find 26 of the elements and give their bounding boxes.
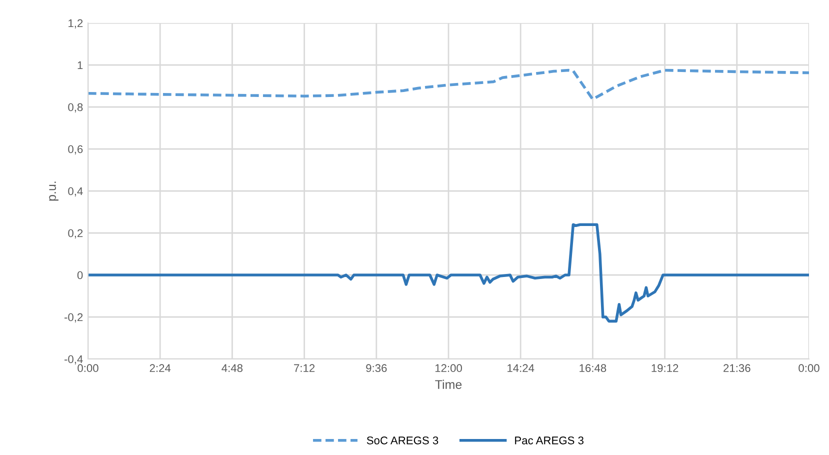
x-tick-label: 0:00 bbox=[798, 364, 820, 372]
y-tick-label: 0 bbox=[77, 271, 83, 280]
legend-label: SoC AREGS 3 bbox=[366, 436, 438, 444]
y-tick-label: 1 bbox=[78, 61, 83, 70]
x-tick-label: 0:00 bbox=[78, 364, 98, 372]
x-tick-label: 19:12 bbox=[652, 364, 678, 372]
x-tick-label: 16:48 bbox=[580, 364, 606, 372]
legend-label: Pac AREGS 3 bbox=[515, 436, 584, 444]
y-tick-label: -0,2 bbox=[64, 313, 83, 322]
y-tick-label: 1,2 bbox=[68, 19, 83, 28]
line-series bbox=[88, 68, 809, 101]
y-tick-label: 0,4 bbox=[68, 187, 83, 196]
y-tick-label: 0,6 bbox=[68, 145, 83, 154]
x-tick-label: 7:12 bbox=[294, 364, 315, 372]
x-axis-title: Time bbox=[435, 380, 462, 389]
y-tick-label: -0,4 bbox=[64, 355, 83, 364]
x-tick-label: 2:24 bbox=[150, 364, 171, 372]
y-tick-label: 0,2 bbox=[68, 229, 83, 238]
x-tick-label: 21:36 bbox=[724, 364, 750, 372]
x-tick-label: 9:36 bbox=[366, 364, 387, 372]
x-tick-label: 12:00 bbox=[435, 364, 462, 372]
y-axis-title: p.u. bbox=[49, 182, 58, 201]
y-tick-label: 0,8 bbox=[68, 103, 83, 112]
x-tick-label: 4:48 bbox=[222, 364, 243, 372]
x-tick-label: 14:24 bbox=[508, 364, 534, 372]
line-series bbox=[88, 223, 809, 323]
